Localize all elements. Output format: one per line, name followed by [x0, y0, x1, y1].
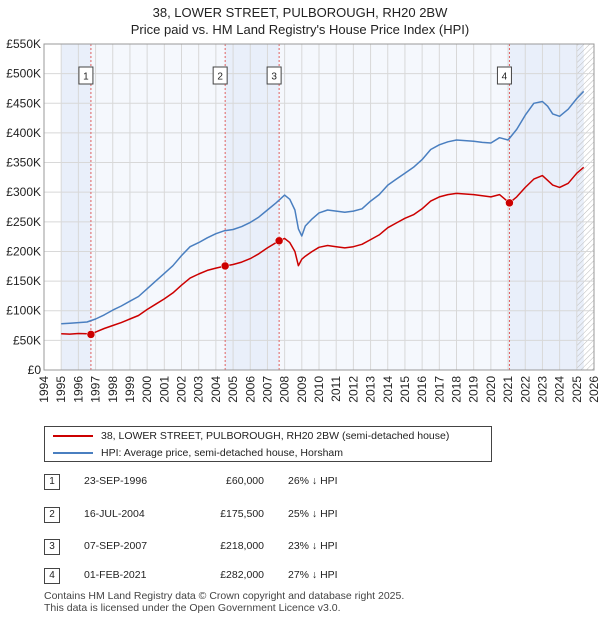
- transaction-number: 2: [44, 507, 60, 523]
- x-tick-label: 2000: [140, 376, 154, 403]
- x-tick-label: 1995: [54, 376, 68, 403]
- x-tick-label: 2018: [450, 376, 464, 403]
- legend-label-property: 38, LOWER STREET, PULBOROUGH, RH20 2BW (…: [101, 430, 450, 442]
- x-tick-label: 2010: [312, 376, 326, 403]
- transaction-hpi-diff: 27% ↓ HPI: [288, 569, 338, 581]
- transaction-row: 1 23-SEP-1996 £60,000 26% ↓ HPI: [44, 472, 444, 492]
- transaction-marker-box: [496, 66, 512, 85]
- transaction-date: 01-FEB-2021: [84, 569, 147, 581]
- data-range-background: [61, 44, 584, 370]
- x-tick-label: 1998: [106, 376, 120, 403]
- transaction-hpi-diff: 23% ↓ HPI: [288, 540, 338, 552]
- x-tick-label: 2002: [175, 376, 189, 403]
- chart-subtitle: Price paid vs. HM Land Registry's House …: [130, 22, 470, 37]
- y-tick-label: £150K: [6, 274, 41, 288]
- x-tick-label: 2020: [484, 376, 498, 403]
- x-tick-label: 2009: [295, 376, 309, 403]
- transaction-price: £282,000: [220, 569, 264, 581]
- x-tick-label: 2008: [278, 376, 292, 403]
- x-tick-label: 1999: [123, 376, 137, 403]
- plot-frame: [43, 43, 595, 371]
- x-tick-label: 2013: [364, 376, 378, 403]
- transaction-price: £175,500: [220, 508, 264, 520]
- y-tick-label: £350K: [6, 156, 41, 170]
- sale-point: [86, 330, 96, 339]
- hatched-region: [576, 44, 594, 370]
- x-tick-label: 2011: [329, 376, 343, 402]
- sale-point: [274, 236, 284, 246]
- x-tick-label: 2025: [570, 376, 584, 403]
- legend-swatch-hpi: [53, 452, 93, 454]
- x-tick-label: 2014: [381, 376, 395, 403]
- x-tick-label: 2023: [535, 376, 549, 403]
- transaction-hpi-diff: 26% ↓ HPI: [288, 475, 338, 487]
- transaction-price: £218,000: [220, 540, 264, 552]
- x-tick-label: 2019: [467, 376, 481, 403]
- transaction-marker-box: [78, 66, 94, 85]
- footer-line-copyright: Contains HM Land Registry data © Crown c…: [44, 590, 405, 602]
- y-tick-label: £250K: [6, 215, 41, 229]
- transaction-marker-box: [266, 66, 282, 85]
- x-tick-label: 2001: [157, 376, 171, 403]
- y-tick-label: £50K: [13, 333, 41, 347]
- x-tick-label: 2012: [346, 376, 360, 403]
- x-tick-label: 2017: [432, 376, 446, 403]
- legend-label-hpi: HPI: Average price, semi-detached house,…: [101, 447, 344, 459]
- x-tick-label: 1996: [71, 376, 85, 403]
- chart-title: 38, LOWER STREET, PULBOROUGH, RH20 2BW: [152, 5, 448, 20]
- x-tick-label: 2006: [243, 376, 257, 403]
- transaction-marker-label: 3: [271, 72, 277, 83]
- transaction-marker-label: 4: [502, 72, 508, 83]
- x-tick-label: 2004: [209, 376, 223, 403]
- x-tick-label: 2022: [518, 376, 532, 403]
- x-tick-label: 1994: [37, 376, 51, 403]
- transaction-row: 2 16-JUL-2004 £175,500 25% ↓ HPI: [44, 505, 444, 525]
- transaction-price: £60,000: [226, 475, 264, 487]
- y-tick-label: £550K: [6, 37, 41, 51]
- transaction-date: 23-SEP-1996: [84, 475, 148, 487]
- x-tick-label: 2007: [260, 376, 274, 403]
- transaction-number: 4: [44, 568, 60, 584]
- chart-title-block: 38, LOWER STREET, PULBOROUGH, RH20 2BW P…: [0, 4, 600, 38]
- x-tick-label: 2021: [501, 376, 515, 403]
- transaction-date: 16-JUL-2004: [84, 508, 145, 520]
- sale-point: [220, 261, 230, 271]
- transaction-date: 07-SEP-2007: [84, 540, 148, 552]
- transaction-marker-label: 2: [217, 72, 223, 83]
- transaction-number: 3: [44, 539, 60, 555]
- hpi-line: [61, 90, 585, 325]
- x-tick-label: 2026: [587, 376, 600, 403]
- sale-point: [505, 198, 514, 208]
- footer-note: Contains HM Land Registry data © Crown c…: [44, 590, 404, 614]
- transaction-marker-box: [212, 66, 228, 85]
- transaction-number: 1: [44, 474, 60, 490]
- chart-legend: 38, LOWER STREET, PULBOROUGH, RH20 2BW (…: [44, 426, 492, 462]
- footer-line-licence: This data is licensed under the Open Gov…: [44, 602, 341, 614]
- transaction-row: 3 07-SEP-2007 £218,000 23% ↓ HPI: [44, 537, 444, 557]
- y-tick-label: £400K: [6, 126, 41, 140]
- shaded-region: [509, 44, 584, 370]
- y-tick-label: £500K: [6, 67, 41, 81]
- x-tick-label: 1997: [89, 376, 103, 403]
- x-tick-label: 2015: [398, 376, 412, 403]
- y-tick-label: £200K: [6, 244, 41, 258]
- shaded-region: [61, 44, 91, 370]
- transaction-row: 4 01-FEB-2021 £282,000 27% ↓ HPI: [44, 566, 444, 586]
- legend-swatch-property: [53, 435, 93, 437]
- x-tick-label: 2016: [415, 376, 429, 403]
- x-tick-label: 2003: [192, 376, 206, 403]
- y-tick-label: £300K: [6, 185, 41, 199]
- y-tick-label: £0: [28, 363, 42, 377]
- transaction-hpi-diff: 25% ↓ HPI: [288, 508, 338, 520]
- y-tick-label: £100K: [6, 304, 41, 318]
- price-chart: 1 2 3 4 £0 £50K £100K £150K £200K £250K £300K £350…: [6, 37, 600, 403]
- y-tick-label: £450K: [6, 96, 41, 110]
- property-price-line: [61, 166, 585, 336]
- transaction-marker-label: 1: [83, 72, 89, 83]
- x-tick-label: 2024: [553, 376, 567, 403]
- x-tick-label: 2005: [226, 376, 240, 403]
